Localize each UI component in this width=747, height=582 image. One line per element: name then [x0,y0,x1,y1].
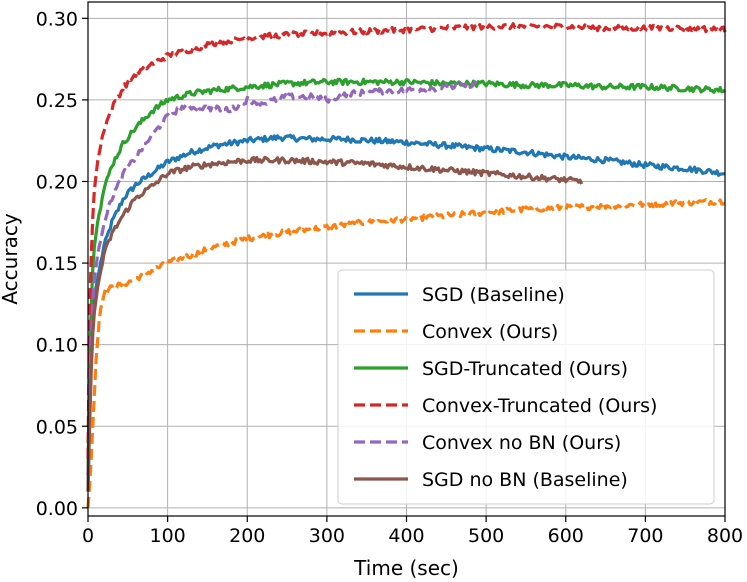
legend-box [337,269,715,505]
series-line-3 [86,22,727,459]
series-line-1 [86,198,726,508]
series-lines [86,22,727,508]
legend: SGD (Baseline) Convex (Ours) SGD-Truncated… [337,269,715,505]
grid [87,2,726,516]
x-tick-label: 100 [149,525,185,547]
x-tick-label: 300 [309,525,345,547]
x-tick-label: 0 [82,525,94,547]
x-axis-label: Time (sec) [353,556,459,580]
x-tick-label: 800 [707,525,743,547]
legend-label-1: Convex (Ours) [422,321,558,343]
legend-label-3: Convex-Truncated (Ours) [422,395,657,417]
legend-label-4: Convex no BN (Ours) [422,432,621,454]
x-axis-ticks: 0 100 200 300 400 500 600 700 800 [82,516,743,547]
y-axis-ticks: 0.00 0.05 0.10 0.15 0.20 0.25 0.30 [36,8,88,520]
series-line-5 [86,155,584,492]
x-tick-label: 500 [468,525,504,547]
y-tick-label: 0.25 [36,90,78,112]
y-tick-label: 0.15 [36,253,78,275]
y-axis-label: Accuracy [0,213,22,304]
y-tick-label: 0.20 [36,171,78,193]
legend-label-2: SGD-Truncated (Ours) [422,358,628,380]
legend-label-5: SGD no BN (Baseline) [422,469,628,491]
y-tick-label: 0.00 [36,498,78,520]
y-tick-label: 0.30 [36,8,78,30]
x-tick-label: 200 [229,525,265,547]
y-tick-label: 0.10 [36,335,78,357]
series-line-0 [86,133,726,492]
y-tick-label: 0.05 [36,416,78,438]
x-tick-label: 700 [627,525,663,547]
x-tick-label: 600 [548,525,584,547]
series-line-4 [86,80,479,476]
x-tick-label: 400 [388,525,424,547]
legend-label-0: SGD (Baseline) [422,284,565,306]
series-line-2 [86,77,727,476]
